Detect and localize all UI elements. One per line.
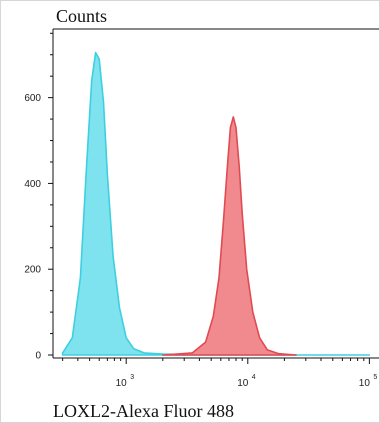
y-tick-label: 200 (24, 265, 41, 276)
x-tick-base: 10 (359, 378, 371, 389)
x-tick-base: 10 (237, 378, 249, 389)
x-tick-exponent: 5 (373, 374, 377, 381)
x-tick-label: 105 (359, 374, 378, 389)
x-tick-exponent: 4 (252, 374, 256, 381)
y-axis-label: Counts (56, 6, 107, 26)
x-tick-label: 103 (116, 374, 135, 389)
x-tick-exponent: 3 (130, 374, 134, 381)
y-tick-label: 600 (24, 93, 41, 104)
y-tick-label: 400 (24, 179, 41, 190)
x-tick-base: 10 (116, 378, 128, 389)
y-tick-label: 0 (35, 351, 41, 362)
x-tick-label: 104 (237, 374, 256, 389)
x-axis-label: LOXL2-Alexa Fluor 488 (53, 401, 234, 421)
y-ticks: 0 200 400 600 (24, 32, 53, 362)
histogram-series-2 (162, 116, 297, 356)
series-layer (61, 51, 371, 356)
